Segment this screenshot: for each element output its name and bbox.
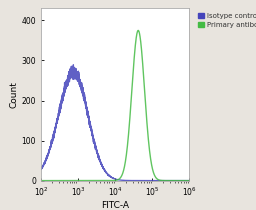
X-axis label: FITC-A: FITC-A [101,201,129,210]
Y-axis label: Count: Count [10,81,19,108]
Legend: Isotype control, Primary antibody: Isotype control, Primary antibody [197,12,256,29]
